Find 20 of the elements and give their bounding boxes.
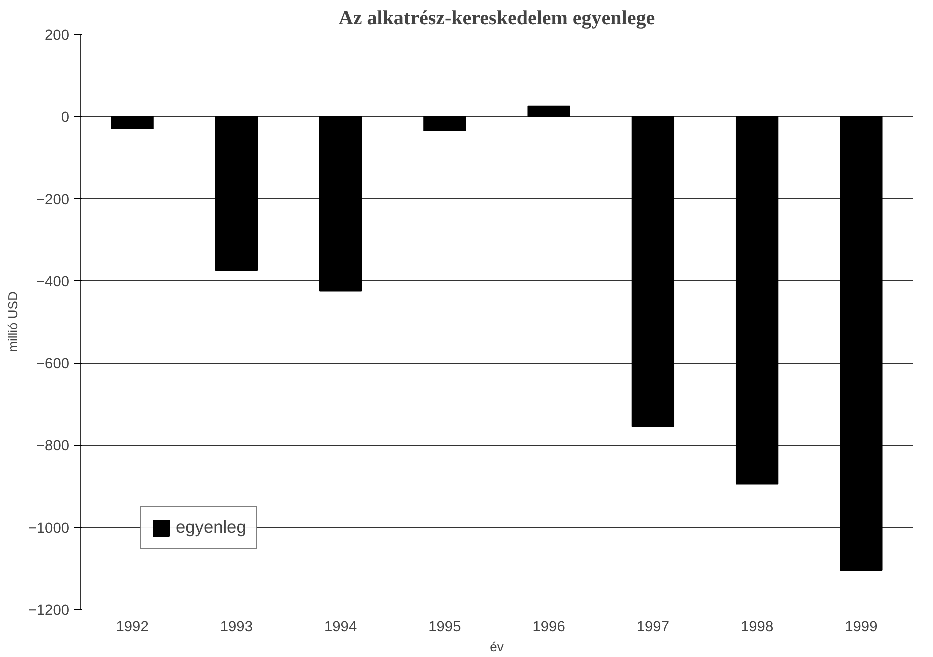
x-tick-label: 1992 xyxy=(116,620,149,636)
y-tick-label: −200 xyxy=(36,192,70,208)
x-tick-label: 1995 xyxy=(428,620,462,636)
x-tick-label: 1999 xyxy=(845,620,878,636)
y-tick-label: −1000 xyxy=(28,520,70,537)
y-tick-label: 200 xyxy=(45,28,70,44)
x-tick-label: 1998 xyxy=(741,620,774,636)
legend-label: egyenleg xyxy=(176,517,246,538)
x-tick-label: 1997 xyxy=(636,620,670,636)
x-tick-label: 1996 xyxy=(532,620,566,636)
x-tick-label: 1994 xyxy=(324,620,358,636)
chart-title: Az alkatrész-kereskedelem egyenlege xyxy=(338,8,656,30)
x-axis-title: év xyxy=(490,640,504,654)
y-tick-label: 0 xyxy=(61,110,70,126)
y-tick-label: −400 xyxy=(36,274,70,290)
y-tick-label: −600 xyxy=(36,356,70,373)
x-tick-label: 1993 xyxy=(220,620,253,636)
y-tick-label: −1200 xyxy=(28,603,70,619)
y-tick-label: −800 xyxy=(36,438,70,455)
y-axis-title: millió USD xyxy=(5,292,20,352)
